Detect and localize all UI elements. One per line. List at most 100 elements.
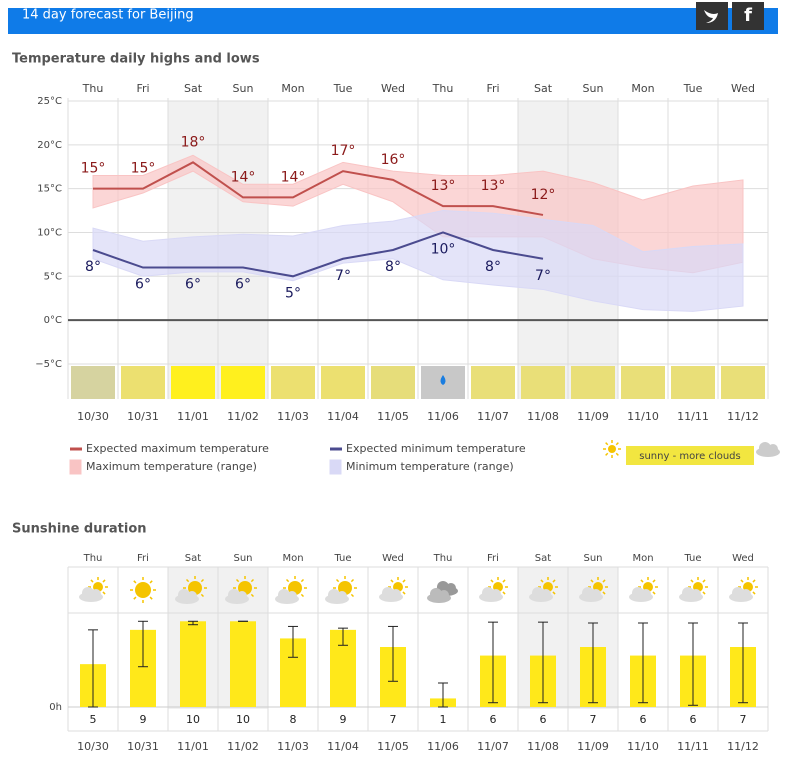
legend-label: Maximum temperature (range)	[86, 460, 257, 473]
sun-ray	[350, 578, 355, 583]
header-bar	[8, 8, 778, 34]
cloud-icon	[491, 589, 501, 599]
legend-swatch	[329, 459, 342, 475]
data-label: 7	[740, 713, 747, 726]
weather-box	[121, 366, 165, 399]
temperature-chart: 25°C 20°C 15°C 10°C 5°C 0°C −5°C Thu 10/30 Fri 10/…	[35, 82, 780, 475]
weather-box	[221, 366, 265, 399]
chart-title: Temperature daily highs and lows	[12, 52, 260, 67]
sun-ray	[552, 579, 556, 583]
date-label: 11/12	[727, 410, 759, 423]
sun-ray	[300, 593, 305, 598]
header-title: 14 day forecast for Beijing	[22, 8, 194, 23]
sun-ray	[590, 579, 594, 583]
date-label: 11/07	[477, 740, 509, 753]
cloud-icon	[759, 442, 771, 454]
facebook-button[interactable]	[732, 2, 764, 30]
data-label: 9	[340, 713, 347, 726]
date-label: 11/10	[627, 410, 659, 423]
day-label: Fri	[486, 82, 499, 95]
data-label: 6°	[185, 277, 201, 293]
date-label: 10/30	[77, 410, 109, 423]
sun-ray	[615, 442, 619, 446]
sun-ray	[740, 579, 744, 583]
cloud-icon	[82, 587, 94, 599]
weather-box	[671, 366, 715, 399]
day-label: Sun	[583, 82, 604, 95]
cloud-icon	[237, 591, 247, 601]
data-label: 8°	[85, 259, 101, 275]
date-label: 11/06	[427, 410, 459, 423]
day-label: Wed	[381, 82, 405, 95]
sun-ray	[200, 578, 205, 583]
sun-ray	[490, 579, 494, 583]
day-label: Sun	[233, 553, 252, 564]
day-label: Wed	[731, 82, 755, 95]
day-label: Sat	[184, 82, 203, 95]
weather-box	[721, 366, 765, 399]
date-label: 11/07	[477, 410, 509, 423]
data-label: 5°	[285, 285, 301, 301]
cloud-icon	[91, 589, 101, 599]
data-label: 6	[490, 713, 497, 726]
cloud-icon	[691, 589, 701, 599]
sun-ray	[652, 579, 656, 583]
cloud-icon	[741, 589, 751, 599]
sun-ray	[752, 579, 756, 583]
data-label: 15°	[81, 161, 106, 177]
day-label: Sun	[233, 82, 254, 95]
cloud-icon	[430, 588, 442, 600]
legend-label: Minimum temperature (range)	[346, 460, 514, 473]
day-label: Wed	[732, 553, 754, 564]
sun-ray	[149, 596, 153, 600]
weather-key	[626, 446, 754, 465]
data-label: 6°	[135, 277, 151, 293]
day-label: Sat	[534, 82, 553, 95]
day-label: Thu	[433, 553, 453, 564]
data-label: 12°	[531, 187, 556, 203]
sun-ray	[602, 579, 606, 583]
sun-ray	[133, 580, 137, 584]
cloud-icon	[439, 590, 449, 600]
weather-box	[171, 366, 215, 399]
day-label: Tue	[683, 82, 703, 95]
weather-box	[521, 366, 565, 399]
weather-key-label: sunny - more clouds	[639, 451, 740, 462]
day-label: Fri	[137, 553, 149, 564]
data-label: 10	[186, 713, 200, 726]
data-label: 1	[440, 713, 447, 726]
cloud-icon	[382, 587, 394, 599]
day-label: Mon	[282, 553, 303, 564]
chart-title: Sunshine duration	[12, 522, 147, 537]
date-label: 10/31	[127, 740, 159, 753]
day-label: Mon	[281, 82, 304, 95]
date-label: 11/02	[227, 410, 259, 423]
date-label: 11/06	[427, 740, 459, 753]
date-label: 11/09	[577, 410, 609, 423]
cloud-icon	[328, 589, 340, 601]
rain-icon	[440, 375, 446, 385]
cloud-icon	[391, 589, 401, 599]
legend-label: Expected minimum temperature	[346, 442, 526, 455]
sun-ray	[752, 591, 756, 595]
sun-ray	[690, 579, 694, 583]
date-label: 10/30	[77, 740, 109, 753]
weather-box	[271, 366, 315, 399]
sun-ray	[602, 591, 606, 595]
sunshine-chart: 0h Thu 10/30 5 Fri 10/31 9 Sat 11/01 10 Sun 11/02 10…	[49, 553, 769, 753]
cloud-icon	[682, 587, 694, 599]
weather-box	[471, 366, 515, 399]
sun-ray	[102, 591, 106, 595]
date-label: 11/05	[377, 410, 409, 423]
date-label: 11/11	[677, 740, 709, 753]
sun-ray	[702, 579, 706, 583]
date-label: 11/02	[227, 740, 259, 753]
sun-ray	[605, 452, 609, 456]
cloud-icon	[337, 591, 347, 601]
date-label: 11/12	[727, 740, 759, 753]
sun-ray	[149, 580, 153, 584]
y-tick-label: −5°C	[35, 359, 62, 370]
expected-line	[92, 231, 544, 278]
cloud-icon	[287, 591, 297, 601]
